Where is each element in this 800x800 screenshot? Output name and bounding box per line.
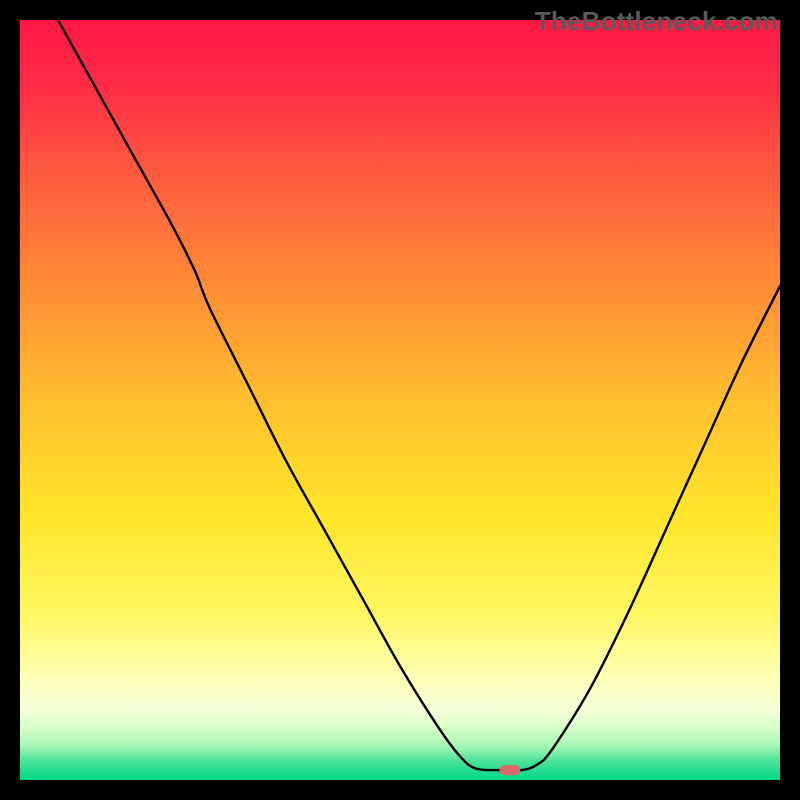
bottleneck-curve — [20, 20, 780, 780]
minimum-marker — [500, 765, 521, 775]
chart-frame: TheBottleneck.com — [0, 0, 800, 800]
plot-area — [20, 20, 780, 780]
watermark-text: TheBottleneck.com — [535, 6, 778, 37]
